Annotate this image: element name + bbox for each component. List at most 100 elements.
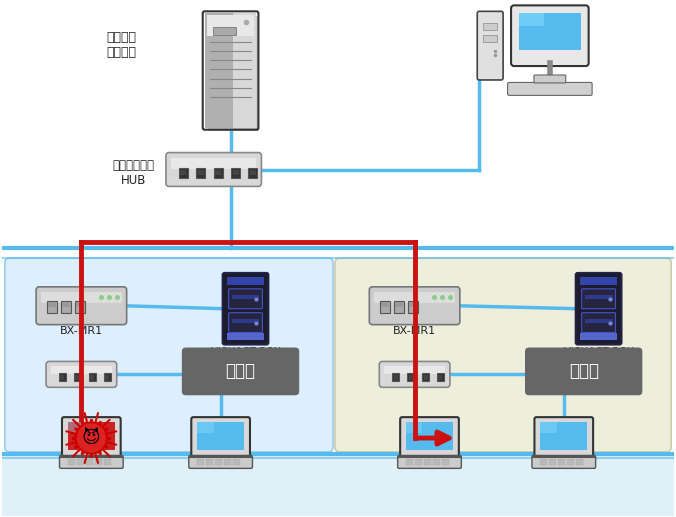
Bar — [75, 301, 85, 313]
Bar — [215, 462, 222, 465]
FancyBboxPatch shape — [46, 361, 117, 387]
Bar — [381, 302, 389, 307]
FancyBboxPatch shape — [397, 455, 461, 468]
Bar — [103, 462, 111, 465]
Text: ファイル
サーバー: ファイル サーバー — [106, 31, 136, 59]
Bar — [483, 35, 497, 42]
Bar — [2, 454, 674, 517]
FancyBboxPatch shape — [191, 417, 250, 459]
Bar — [409, 302, 417, 307]
Bar — [567, 459, 574, 461]
FancyBboxPatch shape — [379, 361, 450, 387]
Bar — [576, 462, 583, 465]
FancyBboxPatch shape — [228, 313, 262, 332]
Bar — [424, 375, 427, 381]
Bar — [62, 302, 70, 307]
Circle shape — [76, 422, 107, 454]
Bar — [558, 459, 565, 461]
FancyBboxPatch shape — [369, 287, 460, 325]
Bar — [91, 375, 95, 381]
Bar — [215, 459, 222, 461]
Bar — [41, 292, 122, 303]
Bar — [406, 422, 453, 450]
Text: スイッチング
HUB: スイッチング HUB — [112, 159, 154, 187]
Bar — [550, 459, 556, 461]
Bar — [249, 168, 258, 178]
Bar — [197, 459, 204, 461]
Bar — [392, 373, 399, 382]
Bar — [394, 301, 404, 313]
Bar — [89, 373, 96, 382]
FancyBboxPatch shape — [189, 455, 252, 468]
Bar — [74, 373, 81, 382]
Bar — [422, 373, 429, 382]
FancyBboxPatch shape — [62, 417, 121, 459]
Bar — [540, 459, 548, 461]
Circle shape — [78, 424, 105, 452]
Bar — [233, 170, 239, 175]
Bar — [198, 170, 203, 175]
FancyBboxPatch shape — [477, 11, 503, 80]
Bar — [86, 462, 93, 465]
Text: 😈: 😈 — [82, 430, 101, 448]
Bar — [381, 301, 390, 313]
Bar — [105, 375, 110, 381]
Bar — [205, 13, 233, 128]
Bar — [375, 292, 455, 303]
Bar — [232, 295, 260, 299]
Bar — [408, 375, 412, 381]
FancyBboxPatch shape — [228, 289, 262, 309]
Bar — [580, 332, 617, 340]
Bar — [61, 301, 71, 313]
Bar — [442, 462, 449, 465]
Bar — [213, 27, 236, 35]
Bar — [48, 302, 56, 307]
Bar — [60, 375, 64, 381]
Bar — [433, 459, 440, 461]
Bar — [197, 422, 214, 433]
Bar — [171, 158, 256, 169]
FancyBboxPatch shape — [576, 273, 621, 344]
Bar — [406, 422, 422, 433]
Bar — [393, 375, 397, 381]
Bar — [424, 459, 431, 461]
FancyBboxPatch shape — [36, 287, 126, 325]
FancyBboxPatch shape — [166, 153, 262, 187]
Bar — [215, 170, 221, 175]
Bar — [77, 462, 84, 465]
Bar — [231, 168, 240, 178]
Text: 開発部: 開発部 — [569, 362, 599, 381]
Bar — [424, 462, 431, 465]
Bar — [77, 459, 84, 461]
Text: VISUACT BOX: VISUACT BOX — [210, 346, 281, 357]
Bar — [406, 462, 413, 465]
Bar — [224, 459, 231, 461]
FancyBboxPatch shape — [400, 417, 459, 459]
Bar — [47, 301, 57, 313]
Bar — [395, 302, 403, 307]
Bar — [233, 13, 256, 128]
FancyBboxPatch shape — [525, 347, 642, 396]
Bar — [415, 459, 422, 461]
FancyBboxPatch shape — [535, 417, 593, 459]
Bar — [437, 373, 444, 382]
Bar — [95, 459, 102, 461]
Bar — [76, 302, 84, 307]
Bar — [103, 459, 111, 461]
FancyBboxPatch shape — [534, 75, 566, 83]
Bar — [197, 462, 204, 465]
Bar — [483, 23, 497, 30]
Text: BX-MR1: BX-MR1 — [393, 326, 436, 336]
Bar — [68, 422, 115, 450]
Bar — [415, 462, 422, 465]
Bar — [76, 375, 79, 381]
Bar — [439, 375, 442, 381]
Bar — [179, 168, 188, 178]
Bar — [59, 373, 66, 382]
Bar — [585, 318, 612, 323]
Bar — [580, 277, 617, 285]
Bar — [433, 462, 440, 465]
Bar — [226, 277, 264, 285]
FancyBboxPatch shape — [532, 455, 596, 468]
FancyBboxPatch shape — [581, 313, 616, 332]
